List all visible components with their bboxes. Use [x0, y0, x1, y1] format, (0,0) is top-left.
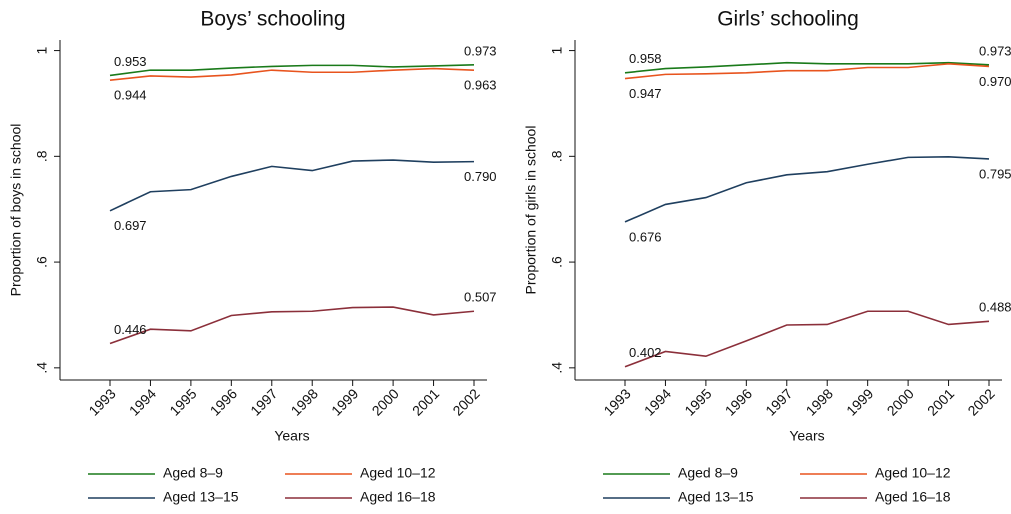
value-label: 0.676	[629, 229, 662, 244]
y-tick-label: .4	[549, 362, 565, 374]
chart-title: Girls’ schooling	[717, 8, 859, 31]
value-label: 0.795	[979, 166, 1011, 181]
x-tick-label: 2001	[409, 385, 442, 418]
value-label: 0.790	[464, 169, 497, 184]
series-line	[624, 62, 990, 80]
x-tick-label: 2002	[964, 385, 997, 418]
x-axis-label: Years	[274, 428, 309, 444]
x-tick-label: 1999	[328, 385, 361, 418]
y-tick-label: .6	[34, 256, 50, 268]
chart-title: Boys’ schooling	[200, 8, 345, 31]
x-tick-label: 1994	[641, 385, 674, 418]
legend-label: Aged 13–15	[678, 489, 754, 505]
series-line	[109, 159, 475, 212]
series-line	[624, 61, 990, 74]
panel: Boys’ schooling .4 .6 .8 1 Proportion of boys…	[8, 8, 497, 505]
y-tick-label: .4	[34, 362, 50, 374]
y-tick-label: 1	[549, 46, 565, 54]
y-tick-label: .8	[34, 150, 50, 162]
x-tick-label: 1993	[600, 385, 633, 418]
y-axis-label: Proportion of boys in school	[8, 124, 24, 297]
x-tick-label: 1998	[288, 385, 321, 418]
value-label: 0.973	[979, 43, 1011, 58]
value-label: 0.958	[629, 51, 662, 66]
x-tick-label: 1994	[126, 385, 159, 418]
value-label: 0.488	[979, 300, 1011, 315]
legend-label: Aged 13–15	[163, 489, 239, 505]
x-tick-label: 1997	[762, 385, 795, 418]
x-tick-label: 1995	[681, 385, 714, 418]
value-label: 0.947	[629, 86, 662, 101]
value-label: 0.507	[464, 290, 497, 305]
value-label: 0.953	[114, 54, 147, 69]
legend-label: Aged 16–18	[875, 489, 951, 505]
x-tick-label: 1996	[722, 385, 755, 418]
series-line	[109, 67, 475, 81]
x-tick-label: 2002	[449, 385, 482, 418]
legend-label: Aged 10–12	[875, 465, 951, 481]
legend-label: Aged 8–9	[163, 465, 223, 481]
value-label: 0.697	[114, 218, 147, 233]
value-label: 0.970	[979, 74, 1011, 89]
value-label: 0.944	[114, 88, 147, 103]
x-tick-label: 1993	[85, 385, 118, 418]
legend-label: Aged 16–18	[360, 489, 436, 505]
series-line	[624, 310, 990, 368]
x-tick-label: 1996	[207, 385, 240, 418]
series-line	[109, 306, 475, 345]
x-tick-label: 1999	[843, 385, 876, 418]
x-axis-label: Years	[789, 428, 824, 444]
value-label: 0.402	[629, 345, 662, 360]
value-label: 0.446	[114, 322, 147, 337]
legend-label: Aged 8–9	[678, 465, 738, 481]
legend-label: Aged 10–12	[360, 465, 436, 481]
x-tick-label: 1995	[166, 385, 199, 418]
x-tick-label: 1998	[803, 385, 836, 418]
x-tick-label: 2001	[924, 385, 957, 418]
y-tick-label: .6	[549, 256, 565, 268]
panel: Girls’ schooling .4 .6 .8 1 Proportion of gir…	[523, 8, 1011, 505]
value-label: 0.973	[464, 43, 497, 58]
series-line	[109, 64, 475, 77]
x-tick-label: 2000	[884, 385, 917, 418]
x-tick-label: 1997	[247, 385, 280, 418]
value-label: 0.963	[464, 78, 497, 93]
y-axis-label: Proportion of girls in school	[523, 126, 539, 295]
y-tick-label: .8	[549, 150, 565, 162]
y-tick-label: 1	[34, 46, 50, 54]
x-tick-label: 2000	[369, 385, 402, 418]
series-line	[624, 156, 990, 223]
